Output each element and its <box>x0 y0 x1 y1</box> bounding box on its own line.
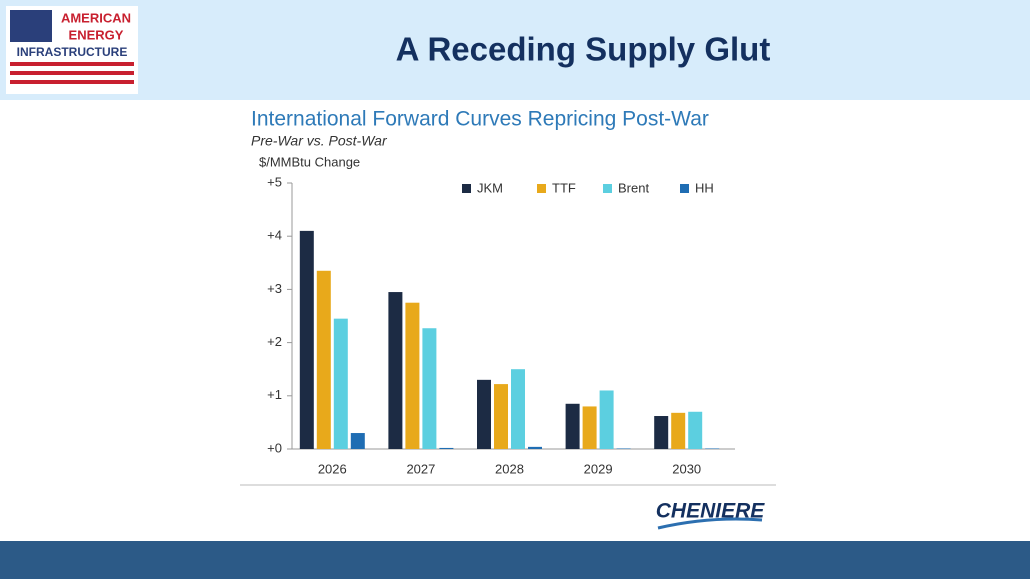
logo-text: AMERICAN <box>61 10 131 25</box>
x-tick-label: 2029 <box>584 461 613 476</box>
flag-stripe <box>10 62 134 66</box>
bar <box>511 369 525 449</box>
legend-label: TTF <box>552 180 576 195</box>
bar <box>388 292 403 449</box>
bar <box>422 328 437 449</box>
logo: AMERICAN ENERGY INFRASTRUCTURE <box>6 6 138 94</box>
logo-text: INFRASTRUCTURE <box>17 45 128 59</box>
legend-swatch <box>680 184 689 193</box>
flag-stripe <box>10 71 134 75</box>
legend-swatch <box>537 184 546 193</box>
y-tick-label: +0 <box>267 440 282 455</box>
bar <box>565 403 580 449</box>
bar <box>405 302 420 449</box>
bar <box>688 411 703 449</box>
header-band <box>0 0 1030 100</box>
x-tick-label: 2030 <box>672 461 701 476</box>
bar <box>350 433 365 449</box>
bar <box>299 230 314 449</box>
flag-stripe <box>10 80 134 84</box>
bar <box>494 384 508 449</box>
bar <box>316 270 331 449</box>
y-tick-label: +3 <box>267 281 282 296</box>
y-axis-label: $/MMBtu Change <box>259 154 360 169</box>
y-tick-label: +4 <box>267 228 282 243</box>
bar <box>477 379 491 449</box>
bar <box>439 447 454 449</box>
legend-label: HH <box>695 180 714 195</box>
bar <box>654 416 669 449</box>
x-tick-label: 2026 <box>318 461 347 476</box>
legend-swatch <box>603 184 612 193</box>
y-tick-label: +5 <box>267 174 282 189</box>
y-tick-label: +2 <box>267 334 282 349</box>
footer-band <box>0 541 1030 579</box>
legend-swatch <box>462 184 471 193</box>
bar <box>528 446 542 449</box>
chart-subtitle: Pre-War vs. Post-War <box>251 133 388 149</box>
bar <box>333 318 348 449</box>
cheniere-logo: CHENIERE <box>656 500 766 523</box>
slide-title: A Receding Supply Glut <box>396 31 771 68</box>
logo-swoosh <box>657 517 763 530</box>
x-tick-label: 2027 <box>406 461 435 476</box>
x-tick-label: 2028 <box>495 461 524 476</box>
y-tick-label: +1 <box>267 387 282 402</box>
legend-label: Brent <box>618 180 649 195</box>
logo-text: ENERGY <box>69 27 124 42</box>
legend-label: JKM <box>477 180 503 195</box>
chart-title: International Forward Curves Repricing P… <box>251 108 709 131</box>
bar <box>671 412 686 449</box>
bar <box>705 448 720 449</box>
bar <box>616 448 631 449</box>
flag-field <box>10 10 52 42</box>
bar <box>582 406 597 449</box>
bar <box>599 390 614 449</box>
